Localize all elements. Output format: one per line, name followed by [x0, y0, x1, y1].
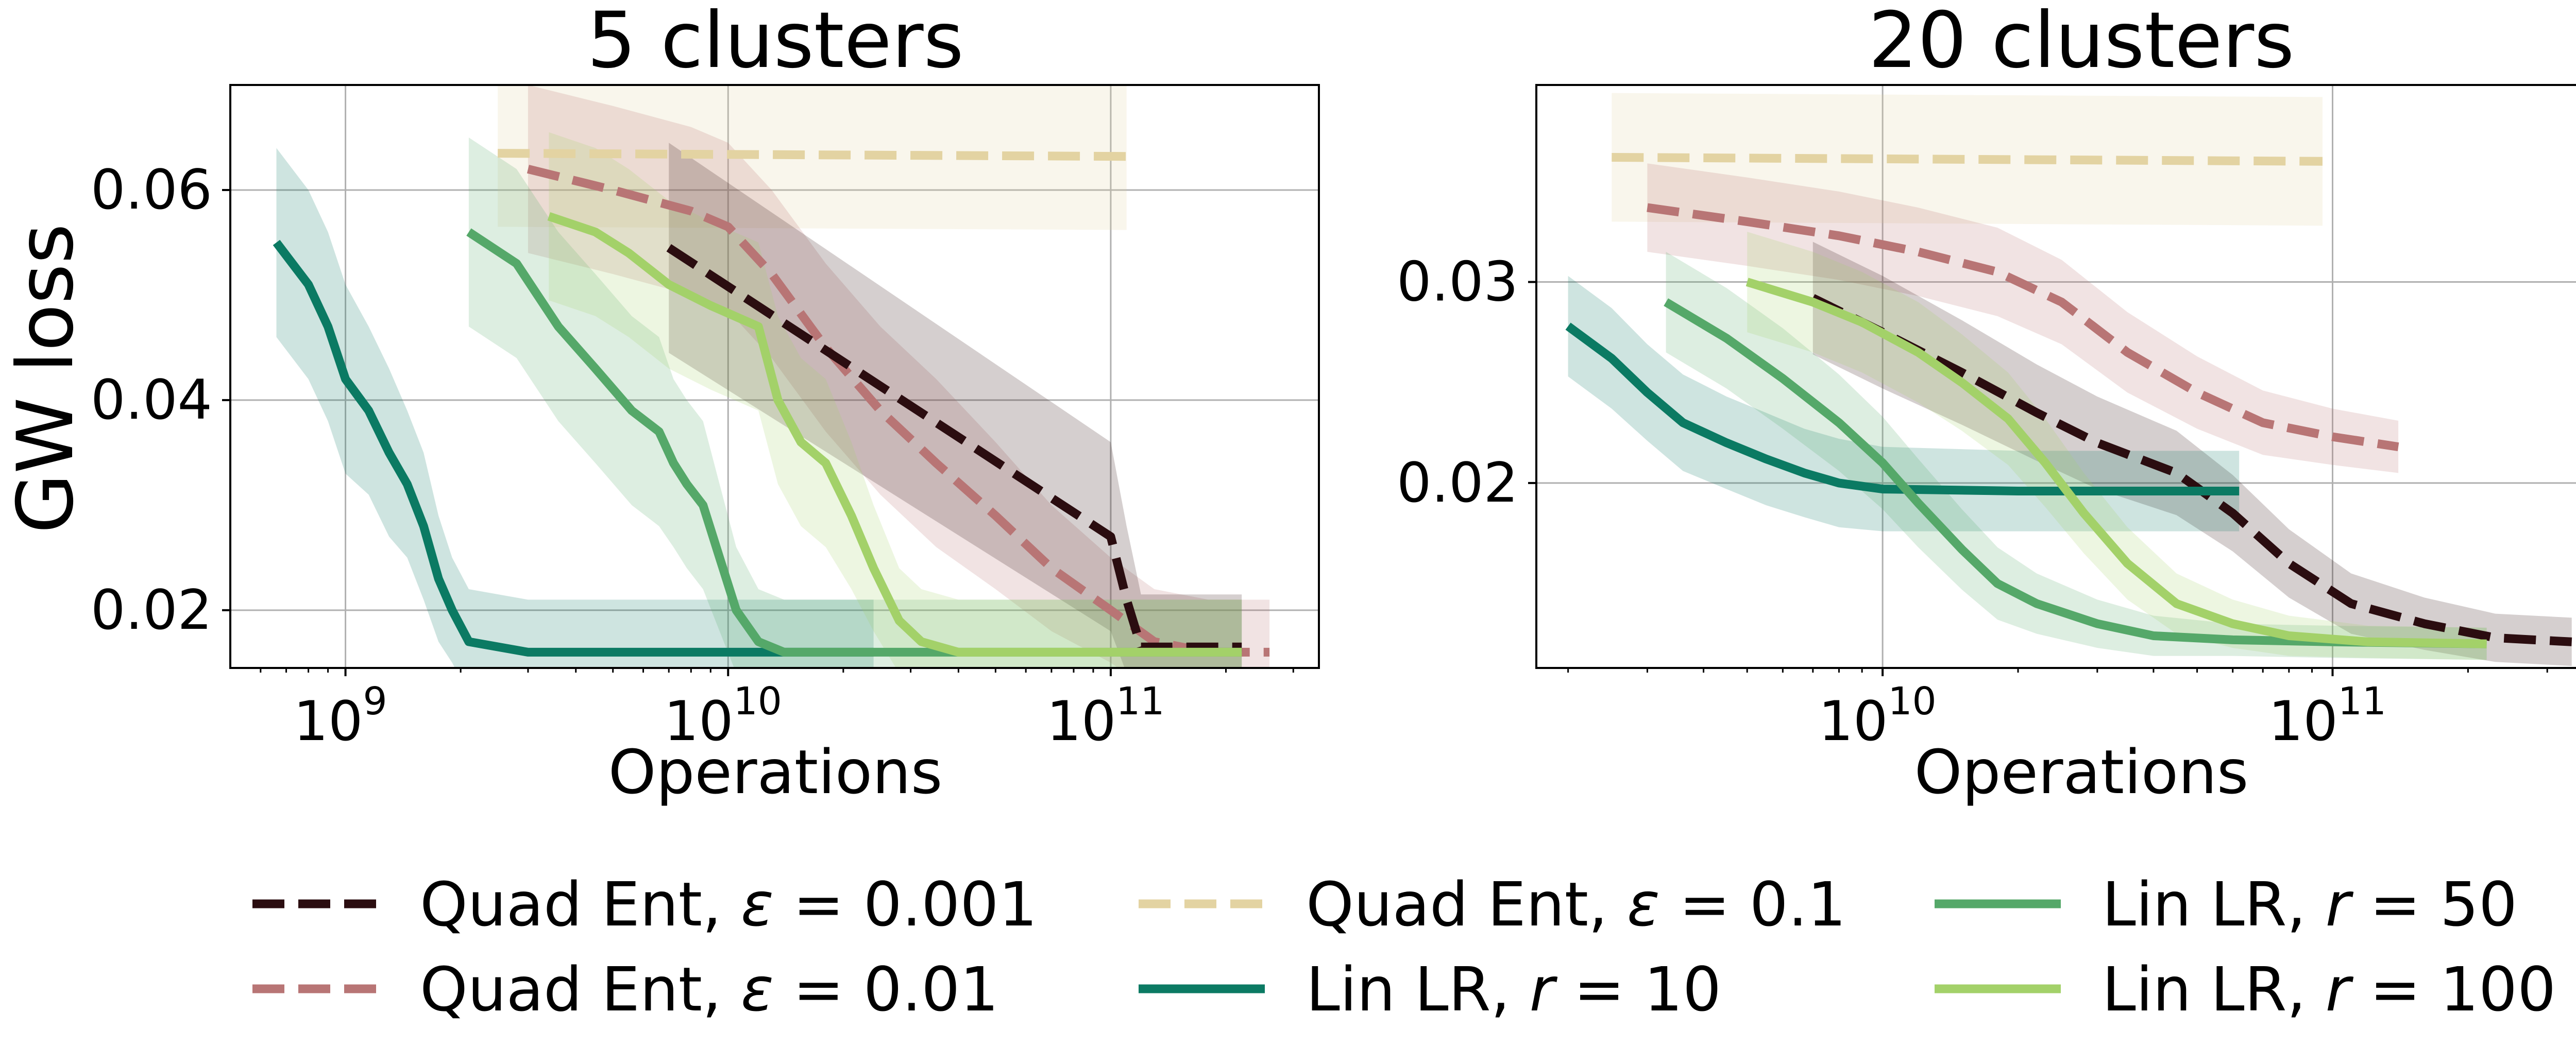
x-axis-label: Operations: [608, 736, 943, 808]
ticks: 109 1010 1011 0.02 0.04 0.06: [91, 158, 1294, 753]
band-ent01: [1612, 93, 2323, 226]
x-tick-label: 109: [294, 679, 387, 753]
y-tick-label: 0.02: [91, 578, 212, 642]
series-lines: [1565, 153, 2572, 648]
band-ent0001: [669, 143, 1242, 668]
series-line-ent0001: [666, 244, 1242, 651]
legend-item-ent0001: Quad Ent, ε = 0.001: [252, 869, 1038, 940]
legend-label: Quad Ent, ε = 0.1: [1306, 869, 1846, 940]
series-line-ent001: [527, 164, 1270, 657]
series-line-ent01: [498, 149, 1127, 161]
band-ent001: [528, 85, 1270, 668]
chart-title: 20 clusters: [1869, 0, 2295, 85]
x-tick-label: 1010: [664, 679, 782, 753]
series-line-ent001: [1647, 203, 2399, 452]
series-line-lin10: [1565, 322, 2240, 495]
band-lin10: [1568, 276, 2240, 531]
legend-label: Lin LR, r = 10: [1306, 954, 1721, 1025]
band-ent01: [498, 85, 1127, 230]
band-lin100: [1747, 232, 2487, 660]
band-lin50: [1666, 252, 2487, 660]
series-line-lin50: [1664, 298, 2487, 648]
grid: [1536, 85, 2576, 668]
legend-item-lin100: Lin LR, r = 100: [1935, 954, 2556, 1025]
y-axis-label: GW loss: [1, 224, 91, 534]
x-axis-label: Operations: [1914, 736, 2249, 808]
legend-label: Lin LR, r = 50: [2102, 869, 2517, 940]
band-ent0001: [1812, 242, 2572, 666]
plot-frame: [1535, 84, 2576, 669]
legend-label: Quad Ent, ε = 0.001: [420, 869, 1038, 940]
legend-item-ent001: Quad Ent, ε = 0.01: [252, 954, 998, 1025]
y-tick-label: 0.06: [91, 158, 212, 221]
legend-label: Quad Ent, ε = 0.01: [420, 954, 998, 1025]
x-tick-label: 1011: [2268, 679, 2386, 753]
panel-20-clusters: 20 clusters Operations 1010 1011 0.02 0.03: [1397, 0, 2576, 808]
series-lines: [273, 149, 1270, 657]
legend-label: Lin LR, r = 100: [2102, 954, 2556, 1025]
ticks: 1010 1011 0.02 0.03: [1397, 250, 2548, 753]
legend: Quad Ent, ε = 0.001 Quad Ent, ε = 0.01 Qua…: [252, 869, 2556, 1025]
series-line-lin10: [273, 239, 874, 657]
panel-5-clusters: 5 clusters GW loss Operations 109 1010 101…: [1, 0, 1320, 808]
chart-title: 5 clusters: [587, 0, 963, 85]
legend-item-ent01: Quad Ent, ε = 0.1: [1139, 869, 1846, 940]
plot-frame: [229, 84, 1320, 669]
y-tick-label: 0.04: [91, 368, 212, 432]
series-line-lin100: [1745, 278, 2487, 648]
band-lin100: [549, 132, 1242, 668]
series-line-ent01: [1612, 153, 2323, 166]
y-tick-label: 0.03: [1397, 250, 1518, 314]
x-tick-label: 1010: [1819, 679, 1937, 753]
legend-item-lin50: Lin LR, r = 50: [1935, 869, 2517, 940]
y-tick-label: 0.02: [1397, 451, 1518, 514]
series-line-lin50: [466, 228, 1242, 657]
x-tick-label: 1011: [1046, 679, 1164, 753]
legend-item-lin10: Lin LR, r = 10: [1139, 954, 1721, 1025]
series-line-lin100: [547, 212, 1242, 657]
